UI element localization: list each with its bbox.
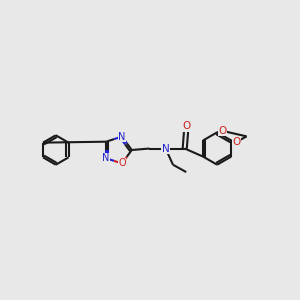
Text: O: O bbox=[118, 158, 126, 168]
Text: N: N bbox=[103, 153, 110, 163]
Text: O: O bbox=[182, 122, 190, 131]
Text: O: O bbox=[232, 137, 241, 147]
Text: O: O bbox=[218, 126, 226, 136]
Text: N: N bbox=[162, 143, 170, 154]
Text: N: N bbox=[118, 132, 126, 142]
